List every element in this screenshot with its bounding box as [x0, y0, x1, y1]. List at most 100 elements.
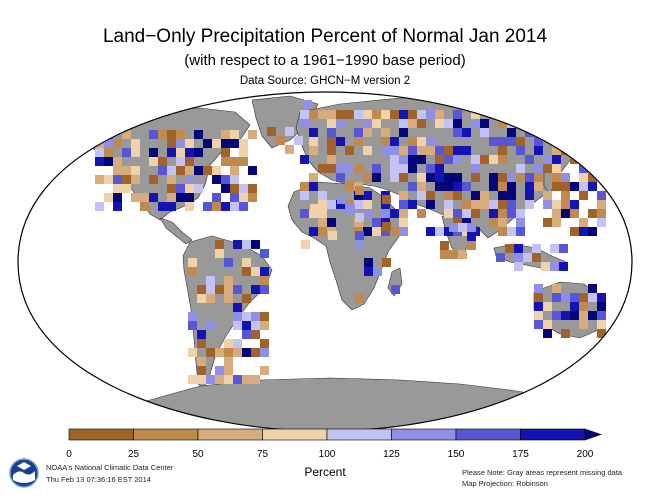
precip-cell	[194, 148, 203, 157]
precip-cell	[570, 182, 579, 191]
legend-bin	[520, 428, 586, 441]
precip-cell	[444, 155, 453, 164]
precip-cell	[309, 146, 318, 155]
precip-cell	[543, 218, 552, 227]
precip-cell	[489, 173, 498, 182]
precip-cell	[167, 166, 176, 175]
precip-cell	[417, 119, 426, 128]
precip-cell	[206, 294, 215, 303]
legend-tick-label: 200	[576, 449, 594, 460]
precip-cell	[239, 148, 248, 157]
precip-cell	[561, 311, 570, 320]
precip-cell	[131, 193, 140, 202]
precip-cell	[498, 227, 507, 236]
precip-cell	[242, 330, 251, 339]
precip-cell	[364, 258, 373, 267]
precip-cell	[552, 209, 561, 218]
precip-cell	[364, 267, 373, 276]
precip-cell	[597, 119, 606, 128]
precip-cell	[516, 164, 525, 173]
precip-cell	[233, 348, 242, 357]
precip-cell	[327, 218, 336, 227]
precip-cell	[570, 302, 579, 311]
precip-cell	[516, 209, 525, 218]
precip-cell	[131, 139, 140, 148]
precip-cell	[336, 110, 345, 119]
precip-cell	[381, 209, 390, 218]
precip-cell	[327, 119, 336, 128]
precip-cell	[541, 262, 550, 271]
precip-cell	[251, 240, 260, 249]
precip-cell	[543, 200, 552, 209]
precip-cell	[194, 184, 203, 193]
precip-cell	[399, 200, 408, 209]
precip-cell	[363, 146, 372, 155]
precip-cell	[534, 110, 543, 119]
precip-cell	[516, 173, 525, 182]
precip-cell	[113, 184, 122, 193]
precip-cell	[336, 119, 345, 128]
precip-cell	[224, 375, 233, 384]
legend-tick-label: 25	[127, 449, 140, 460]
precip-cell	[336, 137, 345, 146]
precip-cell	[176, 148, 185, 157]
precip-cell	[309, 173, 318, 182]
precip-cell	[390, 137, 399, 146]
precip-cell	[453, 146, 462, 155]
precip-cell	[221, 148, 230, 157]
precip-cell	[435, 164, 444, 173]
precip-cell	[516, 137, 525, 146]
precipitation-cells	[95, 100, 606, 384]
precip-cell	[242, 294, 251, 303]
precip-cell	[498, 119, 507, 128]
precip-cell	[489, 218, 498, 227]
noaa-logo-icon	[9, 458, 39, 488]
precip-cell	[408, 146, 417, 155]
precip-cell	[224, 285, 233, 294]
precip-cell	[251, 285, 260, 294]
precip-cell	[390, 173, 399, 182]
precip-cell	[381, 200, 390, 209]
precip-cell	[206, 348, 215, 357]
legend-bin	[262, 428, 328, 441]
precip-cell	[242, 312, 251, 321]
precip-cell	[507, 182, 516, 191]
precip-cell	[552, 311, 561, 320]
precip-cell	[507, 227, 516, 236]
precip-cell	[224, 258, 233, 267]
precip-cell	[399, 218, 408, 227]
precip-cell	[242, 240, 251, 249]
precip-cell	[588, 293, 597, 302]
precip-cell	[417, 191, 426, 200]
precip-cell	[453, 209, 462, 218]
precip-cell	[251, 267, 260, 276]
precip-cell	[158, 157, 167, 166]
precip-cell	[233, 339, 242, 348]
precip-cell	[267, 127, 276, 136]
precip-cell	[212, 193, 221, 202]
precip-cell	[561, 200, 570, 209]
precip-cell	[390, 164, 399, 173]
precip-cell	[300, 191, 309, 200]
precip-cell	[534, 164, 543, 173]
precip-cell	[221, 175, 230, 184]
precip-cell	[498, 200, 507, 209]
precip-cell	[453, 218, 462, 227]
precip-cell	[597, 155, 606, 164]
precip-cell	[534, 146, 543, 155]
precip-cell	[381, 110, 390, 119]
precip-cell	[525, 200, 534, 209]
precip-cell	[390, 209, 399, 218]
precip-cell	[588, 155, 597, 164]
precip-cell	[95, 130, 104, 139]
precip-cell	[480, 128, 489, 137]
precip-cell	[188, 258, 197, 267]
precip-cell	[559, 262, 568, 271]
precip-cell	[514, 253, 523, 262]
precip-cell	[597, 320, 606, 329]
precip-cell	[507, 128, 516, 137]
precip-cell	[149, 130, 158, 139]
precip-cell	[597, 110, 606, 119]
precip-cell	[561, 182, 570, 191]
precip-cell	[95, 202, 104, 211]
